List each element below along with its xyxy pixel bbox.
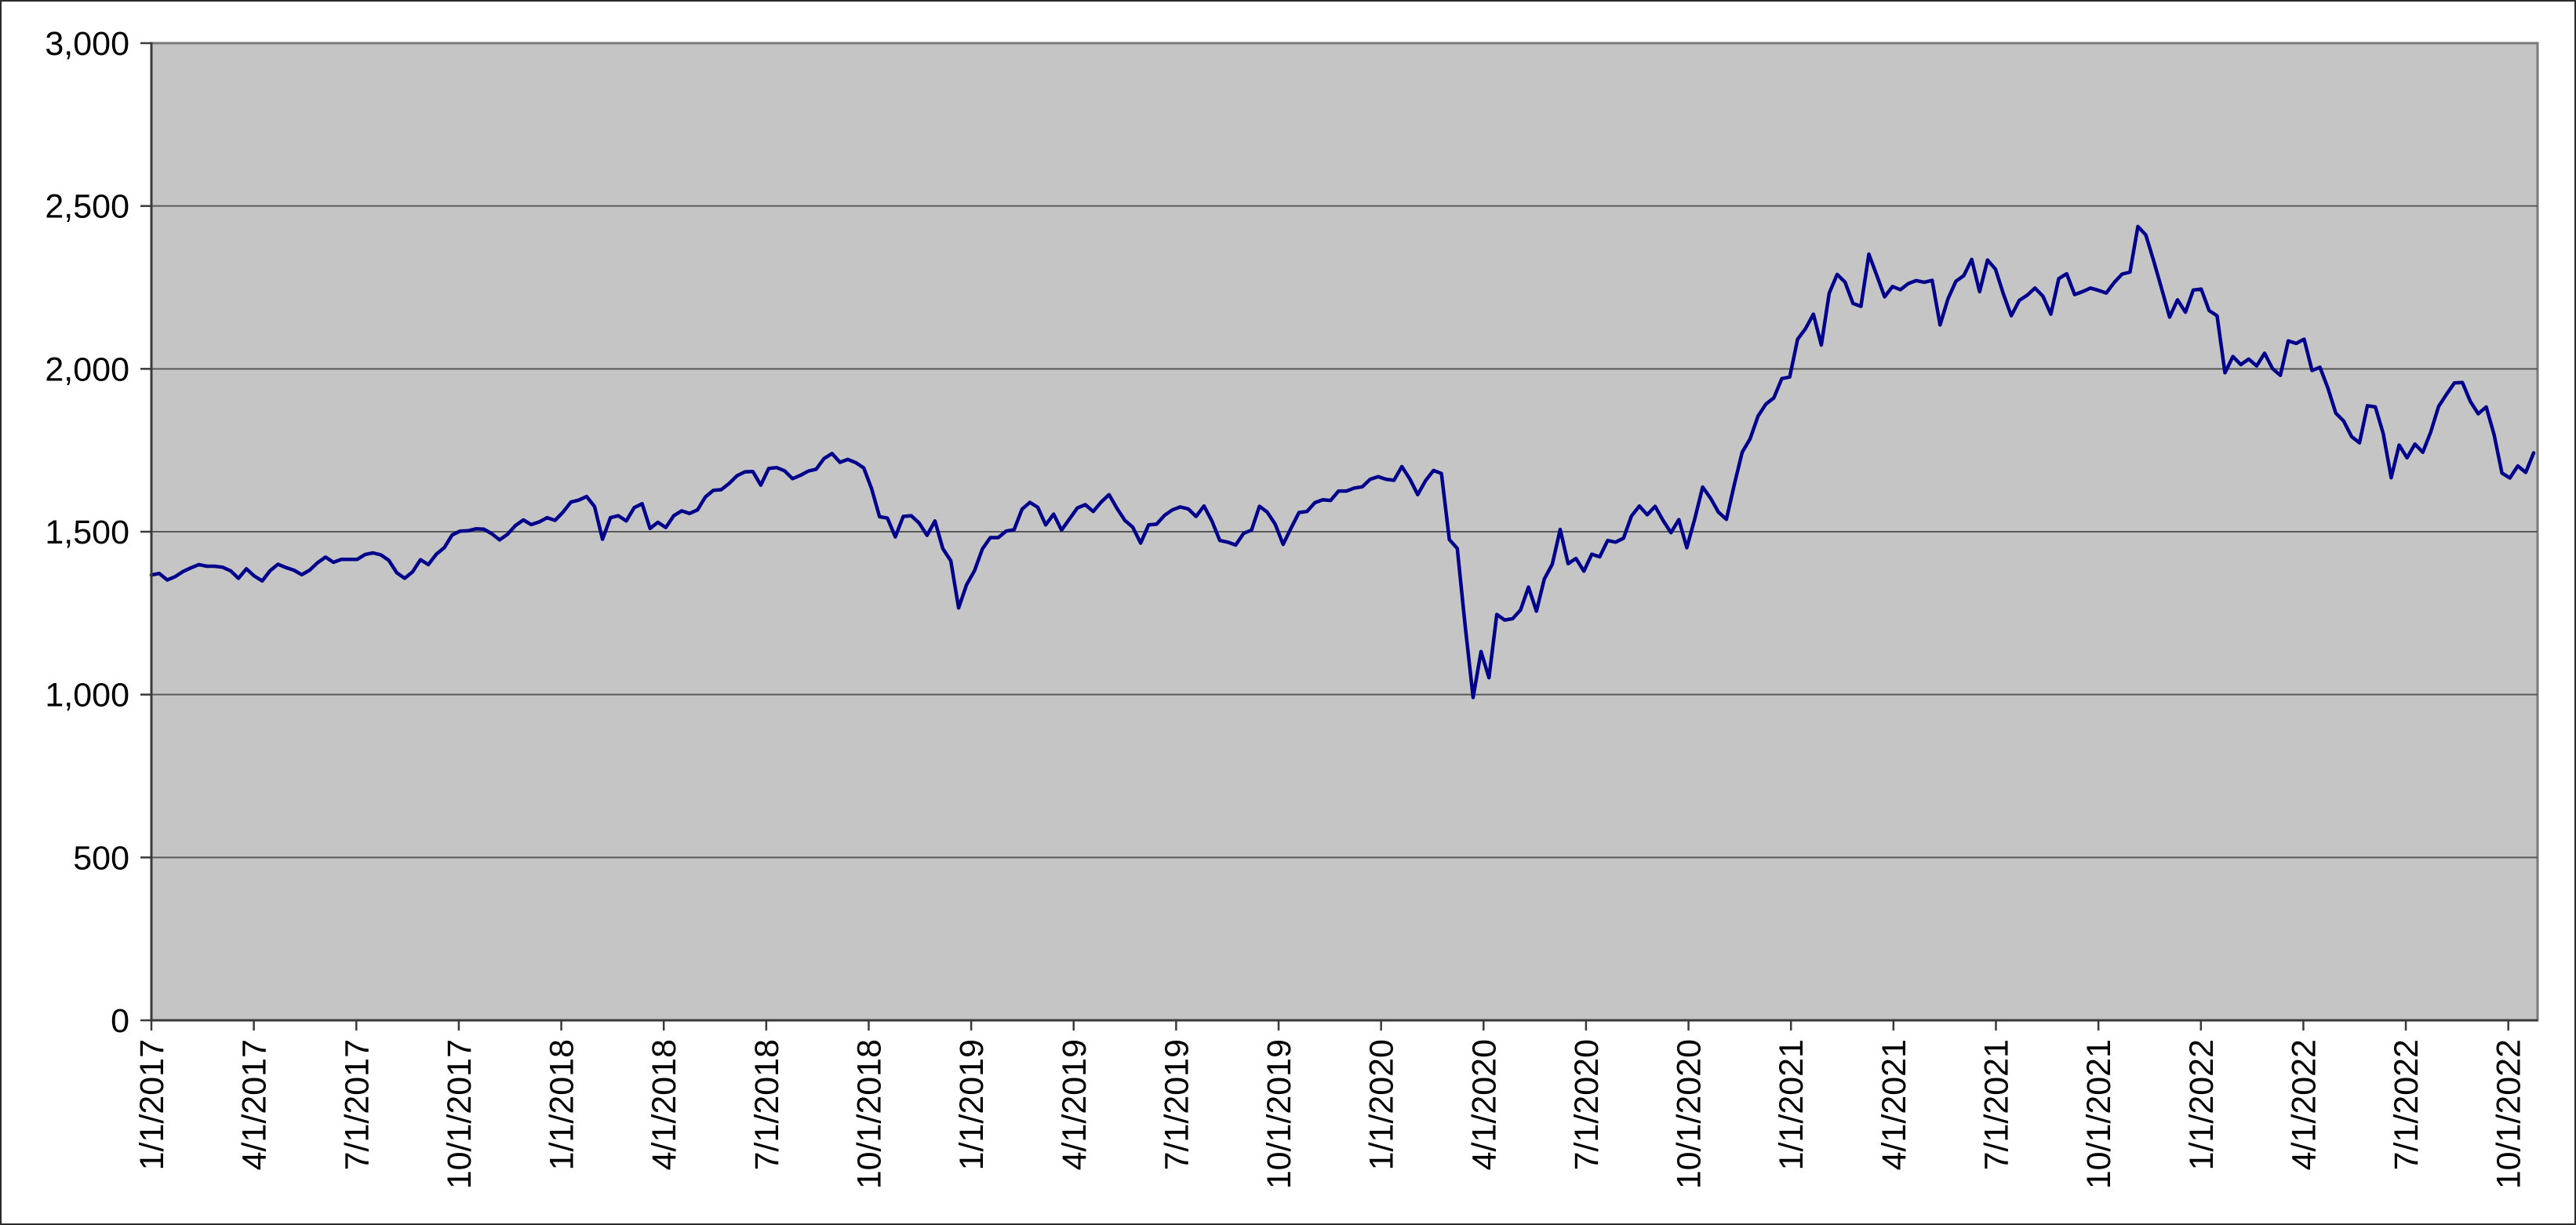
x-axis-tick-label: 10/1/2017 <box>441 1039 478 1189</box>
x-axis-tick-label: 4/1/2019 <box>1056 1039 1093 1170</box>
x-axis-tick-label: 10/1/2021 <box>2080 1039 2118 1189</box>
y-axis-tick-label: 3,000 <box>45 25 129 63</box>
x-axis-tick-label: 4/1/2022 <box>2285 1039 2323 1170</box>
y-axis-tick-label: 1,500 <box>45 514 129 551</box>
x-axis-tick-label: 4/1/2021 <box>1876 1039 1913 1170</box>
x-axis-tick-label: 7/1/2017 <box>338 1039 376 1170</box>
x-axis-tick-label: 4/1/2020 <box>1465 1039 1503 1170</box>
x-axis-tick-label: 7/1/2022 <box>2388 1039 2425 1170</box>
x-axis-tick-label: 10/1/2019 <box>1261 1039 1298 1189</box>
x-axis-tick-label: 1/1/2017 <box>133 1039 171 1170</box>
y-axis-tick-label: 0 <box>111 1002 129 1040</box>
x-axis-tick-label: 7/1/2021 <box>1978 1039 2016 1170</box>
x-axis-tick-label: 1/1/2018 <box>544 1039 581 1170</box>
x-axis-tick-label: 1/1/2020 <box>1363 1039 1401 1170</box>
x-axis-tick-label: 1/1/2022 <box>2183 1039 2221 1170</box>
x-axis-tick-label: 4/1/2017 <box>236 1039 274 1170</box>
x-axis-tick-label: 10/1/2020 <box>1671 1039 1708 1189</box>
x-axis-tick-label: 7/1/2020 <box>1568 1039 1606 1170</box>
y-axis-tick-label: 500 <box>73 839 129 877</box>
series-line <box>149 224 2536 700</box>
y-axis-tick-label: 2,500 <box>45 188 129 226</box>
y-axis-tick-label: 2,000 <box>45 351 129 388</box>
x-axis-tick-label: 10/1/2022 <box>2490 1039 2528 1189</box>
x-axis-tick-label: 4/1/2018 <box>646 1039 683 1170</box>
x-axis-tick-label: 1/1/2019 <box>953 1039 991 1170</box>
y-axis-tick-label: 1,000 <box>45 677 129 714</box>
x-axis-tick-label: 10/1/2018 <box>850 1039 888 1189</box>
x-axis-tick-label: 7/1/2018 <box>748 1039 786 1170</box>
x-axis-tick-label: 1/1/2021 <box>1773 1039 1810 1170</box>
x-axis-tick-label: 7/1/2019 <box>1158 1039 1195 1170</box>
